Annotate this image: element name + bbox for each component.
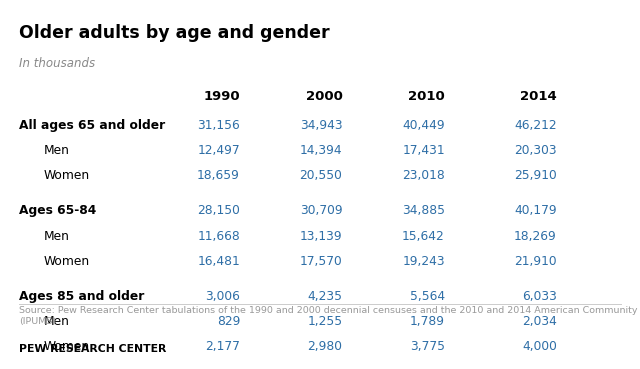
Text: 25,910: 25,910 bbox=[514, 169, 557, 182]
Text: 34,885: 34,885 bbox=[402, 204, 445, 217]
Text: 829: 829 bbox=[216, 315, 240, 328]
Text: 34,943: 34,943 bbox=[300, 119, 342, 132]
Text: 1,789: 1,789 bbox=[410, 315, 445, 328]
Text: Source: Pew Research Center tabulations of the 1990 and 2000 decennial censuses : Source: Pew Research Center tabulations … bbox=[19, 306, 640, 326]
Text: 23,018: 23,018 bbox=[402, 169, 445, 182]
Text: Ages 65-84: Ages 65-84 bbox=[19, 204, 97, 217]
Text: 15,642: 15,642 bbox=[402, 230, 445, 242]
Text: 18,659: 18,659 bbox=[197, 169, 240, 182]
Text: Men: Men bbox=[44, 230, 69, 242]
Text: 40,179: 40,179 bbox=[514, 204, 557, 217]
Text: 18,269: 18,269 bbox=[514, 230, 557, 242]
Text: 12,497: 12,497 bbox=[197, 144, 240, 157]
Text: In thousands: In thousands bbox=[19, 57, 95, 70]
Text: Older adults by age and gender: Older adults by age and gender bbox=[19, 24, 330, 42]
Text: 2,177: 2,177 bbox=[205, 340, 240, 353]
Text: 16,481: 16,481 bbox=[197, 255, 240, 268]
Text: 1990: 1990 bbox=[204, 90, 240, 103]
Text: 2,034: 2,034 bbox=[522, 315, 557, 328]
Text: 13,139: 13,139 bbox=[300, 230, 342, 242]
Text: 21,910: 21,910 bbox=[514, 255, 557, 268]
Text: 5,564: 5,564 bbox=[410, 290, 445, 303]
Text: 3,006: 3,006 bbox=[205, 290, 240, 303]
Text: Women: Women bbox=[44, 340, 90, 353]
Text: PEW RESEARCH CENTER: PEW RESEARCH CENTER bbox=[19, 344, 166, 354]
Text: 2,980: 2,980 bbox=[307, 340, 342, 353]
Text: 46,212: 46,212 bbox=[514, 119, 557, 132]
Text: 2014: 2014 bbox=[520, 90, 557, 103]
Text: 40,449: 40,449 bbox=[402, 119, 445, 132]
Text: 31,156: 31,156 bbox=[197, 119, 240, 132]
Text: 20,550: 20,550 bbox=[300, 169, 342, 182]
Text: Women: Women bbox=[44, 169, 90, 182]
Text: 30,709: 30,709 bbox=[300, 204, 342, 217]
Text: Men: Men bbox=[44, 315, 69, 328]
Text: 28,150: 28,150 bbox=[197, 204, 240, 217]
Text: 2000: 2000 bbox=[305, 90, 342, 103]
Text: Men: Men bbox=[44, 144, 69, 157]
Text: 14,394: 14,394 bbox=[300, 144, 342, 157]
Text: 4,235: 4,235 bbox=[307, 290, 342, 303]
Text: 6,033: 6,033 bbox=[522, 290, 557, 303]
Text: 11,668: 11,668 bbox=[197, 230, 240, 242]
Text: 3,775: 3,775 bbox=[410, 340, 445, 353]
Text: 1,255: 1,255 bbox=[307, 315, 342, 328]
Text: 19,243: 19,243 bbox=[402, 255, 445, 268]
Text: 4,000: 4,000 bbox=[522, 340, 557, 353]
Text: Women: Women bbox=[44, 255, 90, 268]
Text: All ages 65 and older: All ages 65 and older bbox=[19, 119, 166, 132]
Text: 2010: 2010 bbox=[408, 90, 445, 103]
Text: Ages 85 and older: Ages 85 and older bbox=[19, 290, 145, 303]
Text: 20,303: 20,303 bbox=[514, 144, 557, 157]
Text: 17,431: 17,431 bbox=[402, 144, 445, 157]
Text: 17,570: 17,570 bbox=[300, 255, 342, 268]
